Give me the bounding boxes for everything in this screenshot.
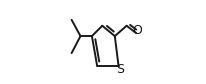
Text: S: S <box>116 63 124 76</box>
Text: O: O <box>132 24 142 37</box>
